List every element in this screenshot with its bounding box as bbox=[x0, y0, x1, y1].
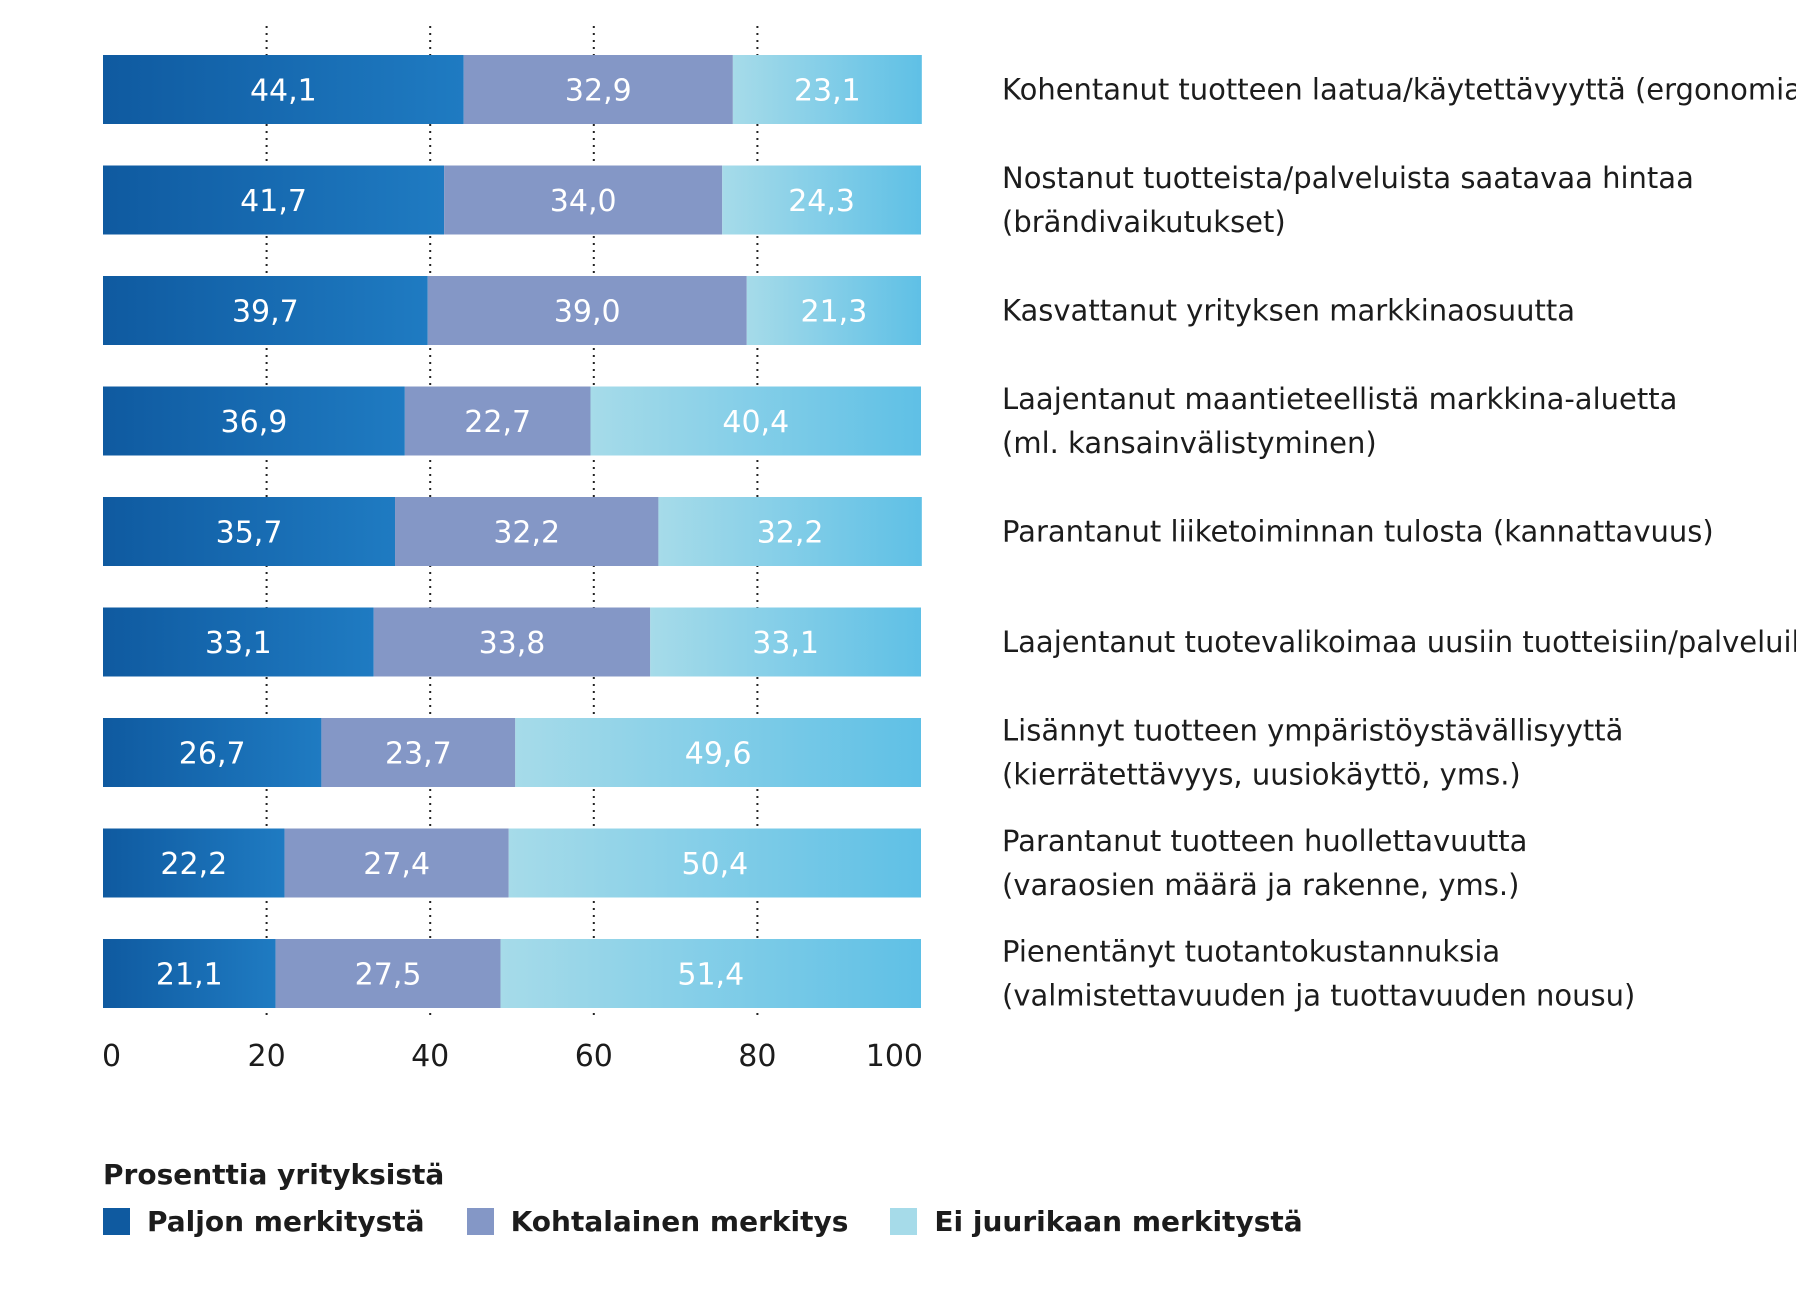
bar-segment-s2-row8 bbox=[500, 939, 921, 1008]
value-label-s2-row4: 32,2 bbox=[757, 516, 824, 551]
value-label-s0-row3: 36,9 bbox=[221, 405, 288, 440]
bar-segment-s2-row7 bbox=[508, 828, 921, 898]
legend-item-ei-juurikaan: Ei juurikaan merkitystä bbox=[890, 1205, 1303, 1238]
legend-swatch-kohtalainen bbox=[466, 1208, 494, 1235]
x-tick-label-100: 100 bbox=[866, 1039, 923, 1074]
value-label-s0-row0: 44,1 bbox=[250, 74, 317, 109]
category-label-row5-line0: Laajentanut tuotevalikoimaa uusiin tuott… bbox=[1002, 625, 1796, 659]
category-label-row8-line1: (valmistettavuuden ja tuottavuuden nousu… bbox=[1002, 979, 1635, 1013]
bar-segment-s1-row2 bbox=[427, 276, 747, 345]
bar-segment-s0-row0 bbox=[103, 55, 464, 124]
value-label-s2-row3: 40,4 bbox=[722, 405, 789, 440]
bar-segment-s1-row1 bbox=[444, 165, 723, 235]
value-label-s2-row2: 21,3 bbox=[800, 295, 867, 330]
value-label-s2-row8: 51,4 bbox=[677, 958, 744, 993]
stacked-bar-chart: 44,1 32,9 23,1 41,7 34,0 24,3 39,7 39,0 21,3 36,9… bbox=[102, 26, 1796, 1074]
bar-segment-s1-row0 bbox=[463, 55, 733, 124]
legend-label-paljon: Paljon merkitystä bbox=[147, 1205, 425, 1238]
value-label-s2-row7: 50,4 bbox=[681, 847, 748, 882]
bar-segment-s2-row5 bbox=[650, 607, 921, 677]
legend-title: Prosenttia yrityksistä bbox=[103, 1158, 445, 1191]
bar-segment-s1-row3 bbox=[404, 386, 591, 456]
value-label-s0-row7: 22,2 bbox=[160, 847, 227, 882]
bar-segment-s1-row5 bbox=[373, 607, 651, 677]
value-label-s1-row0: 32,9 bbox=[565, 74, 632, 109]
bar-segment-s1-row7 bbox=[284, 828, 509, 898]
x-tick-label-80: 80 bbox=[738, 1039, 776, 1074]
category-label-row6-line1: (kierrätettävyys, uusiokäyttö, yms.) bbox=[1002, 758, 1521, 792]
bar-segment-s1-row8 bbox=[275, 939, 501, 1008]
value-label-s1-row7: 27,4 bbox=[363, 847, 430, 882]
value-labels: 44,1 32,9 23,1 41,7 34,0 24,3 39,7 39,0 21,3 36,9… bbox=[156, 74, 867, 993]
x-tick-label-20: 20 bbox=[248, 1039, 286, 1074]
bar-segment-s0-row5 bbox=[103, 607, 374, 677]
value-label-s2-row0: 23,1 bbox=[794, 74, 861, 109]
value-label-s1-row3: 22,7 bbox=[464, 405, 531, 440]
category-labels: Kohentanut tuotteen laatua/käytettävyytt… bbox=[1002, 73, 1796, 1013]
legend-swatch-ei-juurikaan bbox=[890, 1208, 918, 1235]
bar-segment-s0-row2 bbox=[103, 276, 428, 345]
x-tick-label-60: 60 bbox=[575, 1039, 613, 1074]
category-label-row1-line0: Nostanut tuotteista/palveluista saatavaa… bbox=[1002, 161, 1694, 195]
bar-segment-s0-row1 bbox=[103, 165, 445, 235]
bar-segment-s2-row6 bbox=[515, 718, 921, 787]
legend-item-paljon: Paljon merkitystä bbox=[103, 1205, 425, 1238]
legend: Prosenttia yrityksistä Paljon merkitystä… bbox=[103, 1158, 1345, 1238]
value-label-s0-row4: 35,7 bbox=[216, 516, 283, 551]
legend-label-ei-juurikaan: Ei juurikaan merkitystä bbox=[934, 1205, 1303, 1238]
bars bbox=[103, 55, 922, 1008]
bar-segment-s1-row6 bbox=[321, 718, 516, 787]
x-tick-label-0: 0 bbox=[102, 1039, 121, 1074]
bar-segment-s0-row8 bbox=[103, 939, 276, 1008]
value-label-s0-row5: 33,1 bbox=[205, 626, 272, 661]
bar-segment-s0-row3 bbox=[103, 386, 405, 456]
value-label-s1-row8: 27,5 bbox=[355, 958, 422, 993]
value-label-s2-row5: 33,1 bbox=[752, 626, 819, 661]
category-label-row2-line0: Kasvattanut yrityksen markkinaosuutta bbox=[1002, 294, 1575, 328]
category-label-row3-line0: Laajentanut maantieteellistä markkina-al… bbox=[1002, 382, 1677, 416]
bar-segment-s2-row2 bbox=[746, 276, 921, 345]
category-label-row8-line0: Pienentänyt tuotantokustannuksia bbox=[1002, 935, 1500, 969]
category-label-row3-line1: (ml. kansainvälistyminen) bbox=[1002, 426, 1377, 460]
bar-segment-s2-row4 bbox=[658, 497, 922, 566]
bar-segment-s1-row4 bbox=[395, 497, 659, 566]
value-label-s1-row1: 34,0 bbox=[550, 184, 617, 219]
value-label-s1-row2: 39,0 bbox=[554, 295, 621, 330]
legend-swatch-paljon bbox=[103, 1208, 130, 1235]
value-label-s2-row1: 24,3 bbox=[788, 184, 855, 219]
category-label-row7-line0: Parantanut tuotteen huollettavuutta bbox=[1002, 824, 1527, 858]
bar-segment-s2-row0 bbox=[732, 55, 922, 124]
value-label-s0-row2: 39,7 bbox=[232, 295, 299, 330]
value-label-s0-row1: 41,7 bbox=[240, 184, 307, 219]
value-label-s1-row5: 33,8 bbox=[479, 626, 546, 661]
value-label-s1-row4: 32,2 bbox=[493, 516, 560, 551]
bar-segment-s0-row7 bbox=[103, 828, 285, 898]
value-label-s1-row6: 23,7 bbox=[385, 737, 452, 772]
category-label-row0-line0: Kohentanut tuotteen laatua/käytettävyytt… bbox=[1002, 73, 1796, 107]
category-label-row4-line0: Parantanut liiketoiminnan tulosta (kanna… bbox=[1002, 515, 1714, 549]
x-tick-label-40: 40 bbox=[411, 1039, 449, 1074]
bar-segment-s2-row1 bbox=[722, 165, 921, 235]
bar-segment-s0-row6 bbox=[103, 718, 322, 787]
legend-label-kohtalainen: Kohtalainen merkitys bbox=[510, 1205, 849, 1238]
value-label-s0-row8: 21,1 bbox=[156, 958, 223, 993]
bar-segment-s2-row3 bbox=[590, 386, 921, 456]
category-label-row1-line1: (brändivaikutukset) bbox=[1002, 205, 1286, 239]
category-label-row7-line1: (varaosien määrä ja rakenne, yms.) bbox=[1002, 868, 1519, 902]
value-label-s0-row6: 26,7 bbox=[179, 737, 246, 772]
value-label-s2-row6: 49,6 bbox=[685, 737, 752, 772]
x-axis-ticks: 0 20 40 60 80 100 bbox=[102, 1039, 923, 1074]
bar-segment-s0-row4 bbox=[103, 497, 396, 566]
category-label-row6-line0: Lisännyt tuotteen ympäristöystävällisyyt… bbox=[1002, 714, 1623, 748]
legend-item-kohtalainen: Kohtalainen merkitys bbox=[466, 1205, 849, 1238]
